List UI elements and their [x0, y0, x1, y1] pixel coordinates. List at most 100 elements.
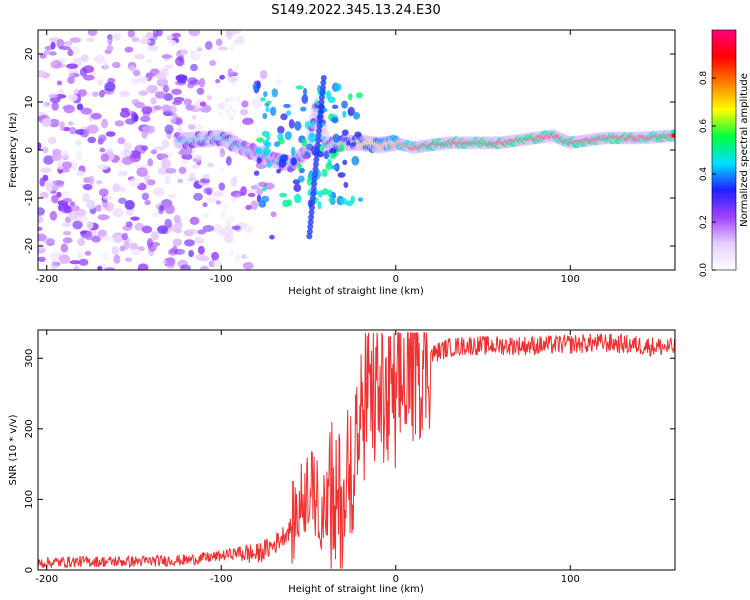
heatmap-cell: [312, 161, 319, 168]
heatmap-cell: [220, 209, 226, 216]
heatmap-cell: [40, 167, 52, 174]
heatmap-cell: [97, 137, 104, 145]
heatmap-cell: [316, 118, 323, 125]
heatmap-cell: [256, 187, 264, 195]
heatmap-cell: [351, 155, 360, 166]
heatmap-cell: [219, 229, 225, 236]
heatmap-cell: [318, 103, 325, 110]
heatmap-cell: [290, 146, 296, 157]
heatmap-cell: [346, 140, 351, 146]
heatmap-cell: [119, 245, 126, 252]
heatmap-cell: [239, 108, 249, 116]
heatmap-cell: [75, 150, 83, 161]
spectrogram-x-axis: -200 -100 0 100: [35, 30, 580, 285]
heatmap-cell: [49, 94, 59, 99]
heatmap-cell: [164, 64, 174, 70]
heatmap-cell: [200, 177, 210, 184]
heatmap-cell: [318, 190, 323, 198]
heatmap-cell: [306, 233, 313, 240]
heatmap-cell: [130, 248, 142, 256]
heatmap-cell: [80, 107, 93, 115]
figure-title: S149.2022.345.13.24.E30: [271, 3, 440, 18]
heatmap-cell: [77, 251, 83, 260]
colorbar-tick-label: 0.6: [699, 119, 709, 134]
heatmap-cell: [321, 168, 328, 178]
heatmap-cell: [186, 229, 198, 234]
heatmap-cell: [260, 97, 266, 102]
heatmap-cell: [87, 30, 98, 37]
heatmap-cell: [294, 120, 302, 131]
heatmap-cell: [352, 111, 361, 120]
heatmap-cell: [130, 77, 139, 86]
heatmap-cell: [195, 124, 203, 132]
heatmap-cell: [158, 205, 164, 215]
heatmap-cell: [230, 80, 236, 87]
heatmap-cell: [85, 230, 93, 241]
heatmap-cell: [265, 106, 270, 113]
heatmap-cell: [78, 258, 89, 266]
heatmap-cell: [197, 47, 203, 52]
heatmap-cell: [51, 184, 59, 192]
colorbar-ticks: 0.0 0.2 0.4 0.6 0.8: [699, 71, 716, 277]
heatmap-cell: [140, 115, 151, 122]
heatmap-cell: [139, 39, 152, 44]
heatmap-cell: [86, 92, 93, 97]
heatmap-cell: [231, 225, 241, 231]
x-tick-label: -200: [35, 274, 58, 285]
heatmap-cell: [263, 91, 268, 98]
heatmap-cell: [256, 194, 262, 203]
x-tick-label: -100: [210, 274, 233, 285]
heatmap-cell: [98, 188, 109, 197]
snr-panel: -200 -100 0 100 0 100 200 300 Height of straig…: [8, 329, 676, 595]
heatmap-cell: [175, 56, 185, 67]
heatmap-cell: [315, 132, 322, 139]
heatmap-cell: [146, 84, 158, 94]
heatmap-cell: [304, 120, 311, 130]
heatmap-cell: [144, 199, 151, 206]
heatmap-cell: [317, 113, 324, 120]
heatmap-cell: [199, 101, 207, 107]
heatmap-cell: [160, 158, 172, 169]
heatmap-cell: [172, 32, 182, 38]
heatmap-cell: [161, 139, 170, 149]
heatmap-cell: [153, 105, 162, 111]
heatmap-cell: [319, 94, 326, 101]
heatmap-cell: [193, 237, 205, 244]
heatmap-cell: [211, 251, 220, 261]
heatmap-cell: [197, 229, 207, 235]
heatmap-cell: [114, 120, 125, 127]
heatmap-cell: [141, 192, 150, 201]
heatmap-cell: [232, 108, 238, 115]
heatmap-cell: [58, 254, 71, 265]
heatmap-cell: [196, 87, 205, 95]
heatmap-cell: [43, 49, 51, 55]
heatmap-cell: [118, 186, 127, 193]
heatmap-cell: [72, 45, 80, 55]
heatmap-cell: [66, 63, 79, 69]
heatmap-cell: [280, 113, 288, 121]
heatmap-cell: [147, 44, 159, 52]
heatmap-cell: [347, 106, 355, 116]
heatmap-cell: [202, 202, 208, 208]
heatmap-cell: [354, 131, 362, 138]
heatmap-cell: [301, 94, 309, 104]
y-tick-label: 20: [24, 48, 35, 61]
heatmap-cell: [242, 262, 254, 270]
heatmap-cell: [180, 48, 187, 56]
heatmap-cell: [224, 96, 230, 103]
heatmap-cell: [49, 251, 59, 261]
heatmap-cell: [86, 221, 94, 230]
heatmap-cell: [38, 233, 47, 242]
heatmap-cell: [38, 142, 42, 151]
heatmap-cell: [313, 156, 320, 163]
heatmap-cell: [230, 77, 236, 84]
heatmap-cell: [306, 228, 313, 235]
heatmap-cell: [129, 242, 139, 251]
x-tick-label: 100: [561, 574, 580, 585]
heatmap-cell: [87, 136, 97, 144]
heatmap-cell: [225, 216, 231, 223]
heatmap-cell: [261, 130, 270, 138]
heatmap-cell: [50, 60, 62, 69]
heatmap-cell: [164, 204, 175, 215]
heatmap-cell: [293, 183, 302, 193]
